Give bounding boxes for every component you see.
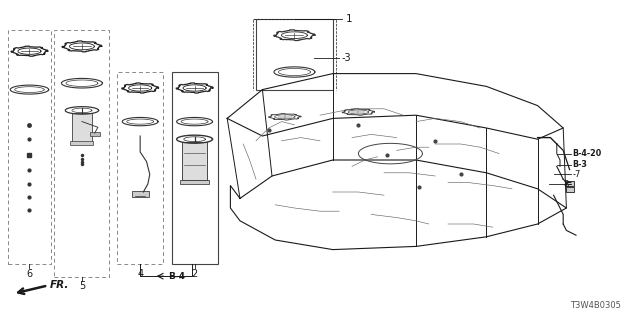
Bar	[72, 113, 92, 142]
Text: 4: 4	[137, 268, 143, 279]
Bar	[180, 180, 209, 184]
Text: -3: -3	[341, 52, 351, 63]
Bar	[54, 30, 109, 277]
Text: B-3: B-3	[572, 160, 587, 169]
Bar	[172, 72, 218, 264]
Text: T3W4B0305: T3W4B0305	[570, 301, 621, 310]
Bar	[566, 187, 574, 192]
Text: FR.: FR.	[50, 280, 69, 291]
Bar	[70, 141, 93, 145]
Text: 1: 1	[346, 14, 352, 24]
Text: B-4-20: B-4-20	[572, 149, 602, 158]
Bar	[566, 181, 574, 186]
Bar	[182, 142, 207, 180]
Text: 8-: 8-	[564, 180, 572, 188]
Text: B-4: B-4	[168, 272, 185, 281]
Text: -7: -7	[572, 170, 580, 179]
Bar	[90, 132, 100, 136]
Text: 6: 6	[26, 268, 33, 279]
Bar	[132, 191, 149, 197]
Text: 2: 2	[191, 268, 198, 279]
Bar	[256, 19, 333, 90]
Text: 5: 5	[79, 281, 85, 292]
Bar	[117, 72, 163, 264]
Bar	[8, 30, 51, 264]
